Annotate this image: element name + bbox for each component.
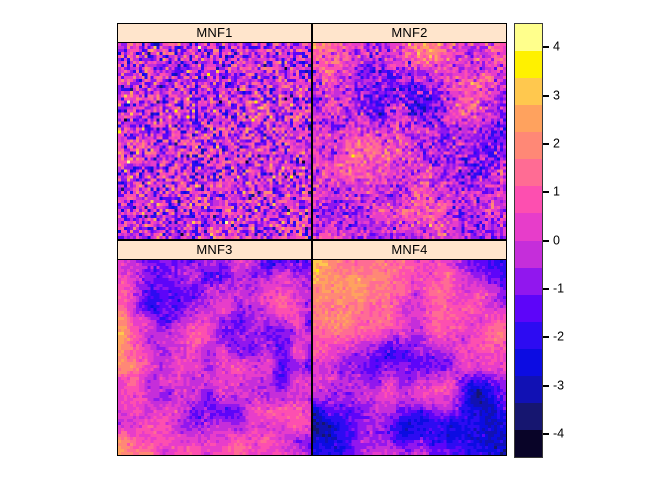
colorbar-segment [515,159,542,187]
colorbar-tick [543,142,549,145]
colorbar-tick-label: 2 [553,136,560,151]
colorbar-segment [515,78,542,106]
colorbar-segment [515,186,542,214]
panel-grid: MNF1 MNF2 MNF3 MNF4 [117,23,507,456]
colorbar-segment [515,429,542,457]
colorbar-segment [515,375,542,403]
colorbar-segment [515,294,542,322]
colorbar-tick-label: -1 [553,281,565,296]
colorbar-tick-label: 4 [553,39,560,54]
colorbar-segment [515,402,542,430]
strip-mnf2: MNF2 [313,24,506,43]
colorbar-segment [515,213,542,241]
panel-mnf2: MNF2 [312,23,507,240]
colorbar-segment [515,24,542,52]
colorbar-tick [543,432,549,435]
colorbar-segment [515,321,542,349]
colorbar-tick-label: -3 [553,377,565,392]
strip-mnf1: MNF1 [118,24,311,43]
colorbar: 4 3 2 1 0 -1 -2 -3 -4 [514,23,664,459]
strip-mnf4: MNF4 [313,240,506,260]
colorbar-tick [543,336,549,339]
heatmap-mnf4 [313,259,506,455]
colorbar-tick-label: -4 [553,426,565,441]
panel-mnf4: MNF4 [312,239,507,456]
colorbar-tick-label: 0 [553,232,560,247]
colorbar-segment [515,132,542,160]
colorbar-tick-label: 1 [553,184,560,199]
panel-mnf1: MNF1 [117,23,312,240]
colorbar-tick [543,191,549,194]
colorbar-tick [543,287,549,290]
colorbar-tick [543,384,549,387]
colorbar-tick [543,239,549,242]
panel-mnf3: MNF3 [117,239,312,456]
colorbar-segment [515,267,542,295]
heatmap-mnf1 [118,43,311,239]
heatmap-mnf3 [118,259,311,455]
colorbar-segment [515,105,542,133]
heatmap-mnf2 [313,43,506,239]
colorbar-segment [515,348,542,376]
colorbar-tick-label: -2 [553,329,565,344]
colorbar-segment [515,240,542,268]
colorbar-gradient [514,23,543,458]
colorbar-segment [515,51,542,79]
strip-mnf3: MNF3 [118,240,311,260]
colorbar-tick [543,46,549,49]
colorbar-tick-label: 3 [553,87,560,102]
colorbar-tick [543,94,549,97]
